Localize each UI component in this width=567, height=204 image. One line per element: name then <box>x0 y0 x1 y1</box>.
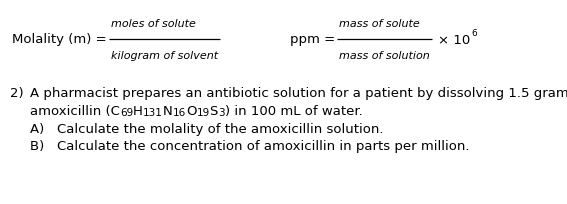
Text: mass of solute: mass of solute <box>340 19 420 29</box>
Text: 6: 6 <box>471 28 477 37</box>
Text: mass of solution: mass of solution <box>340 51 430 61</box>
Text: A pharmacist prepares an antibiotic solution for a patient by dissolving 1.5 gra: A pharmacist prepares an antibiotic solu… <box>30 86 567 100</box>
Text: × 10: × 10 <box>438 33 471 46</box>
Text: H: H <box>133 104 143 118</box>
Text: A)   Calculate the molality of the amoxicillin solution.: A) Calculate the molality of the amoxici… <box>30 122 383 135</box>
Text: amoxicillin (C: amoxicillin (C <box>30 104 120 118</box>
Text: S: S <box>210 104 218 118</box>
Text: kilogram of solvent: kilogram of solvent <box>111 51 218 61</box>
Text: ppm =: ppm = <box>290 33 340 46</box>
Text: moles of solute: moles of solute <box>111 19 196 29</box>
Text: O: O <box>186 104 196 118</box>
Text: 16: 16 <box>172 108 186 118</box>
Text: 2): 2) <box>10 86 24 100</box>
Text: B)   Calculate the concentration of amoxicillin in parts per million.: B) Calculate the concentration of amoxic… <box>30 139 469 152</box>
Text: Molality (m) =: Molality (m) = <box>12 33 111 46</box>
Text: 131: 131 <box>143 108 163 118</box>
Text: 69: 69 <box>120 108 133 118</box>
Text: ) in 100 mL of water.: ) in 100 mL of water. <box>225 104 362 118</box>
Text: 3: 3 <box>218 108 225 118</box>
Text: N: N <box>163 104 172 118</box>
Text: 19: 19 <box>196 108 210 118</box>
